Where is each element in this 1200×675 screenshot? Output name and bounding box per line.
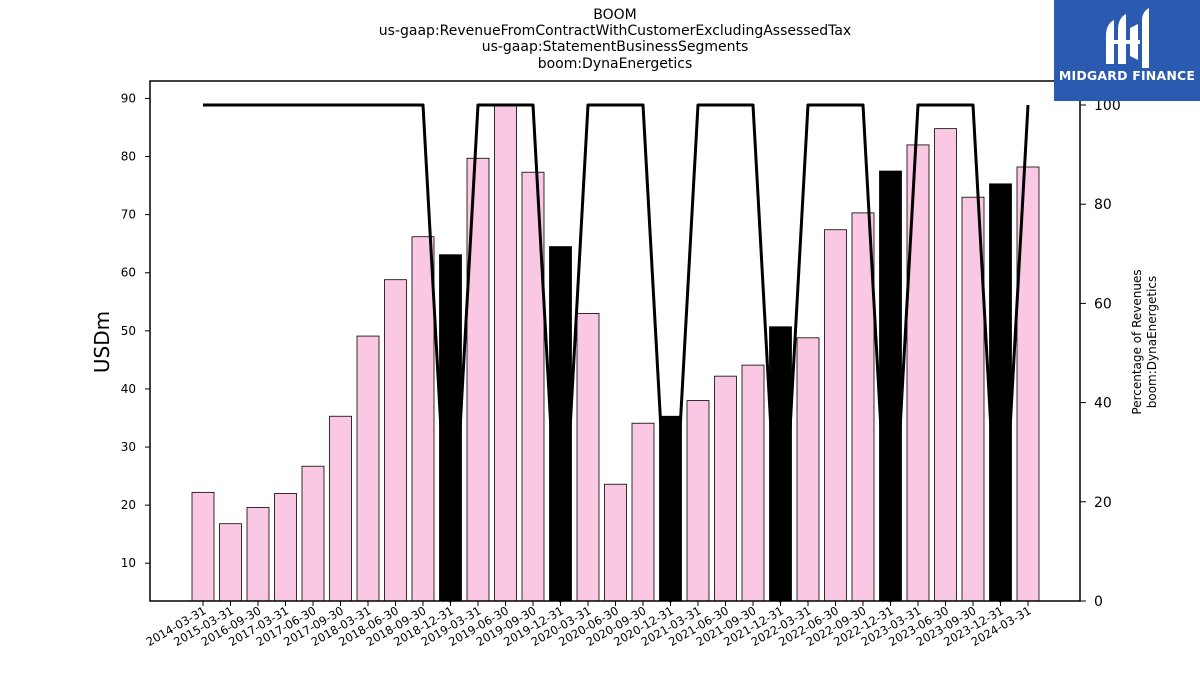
bar: [191, 491, 215, 602]
bar: [494, 105, 517, 602]
bar: [576, 313, 600, 602]
bar: [356, 335, 380, 602]
bar: [686, 400, 710, 602]
bar: [439, 254, 462, 602]
y2-tick-label: 0: [1094, 594, 1103, 610]
bar: [851, 212, 875, 602]
bar: [879, 170, 902, 602]
y-tick-label: 10: [121, 556, 136, 570]
y-tick-label: 80: [121, 150, 136, 164]
chart-title-line-3: us-gaap:StatementBusinessSegments: [481, 39, 749, 55]
y-tick-label: 90: [121, 91, 136, 105]
y2-axis-label-line-2: boom:DynaEnergetics: [1145, 276, 1159, 409]
chart-title-line-1: BOOM: [593, 7, 637, 23]
bar: [741, 364, 765, 602]
bar: [219, 523, 242, 602]
y2-tick-label: 60: [1094, 296, 1112, 312]
x-axis-ticks: 2014-03-312015-03-312016-09-302017-03-31…: [144, 601, 1034, 649]
chart-title-line-4: boom:DynaEnergetics: [537, 56, 693, 72]
y2-axis-label-line-1: Percentage of Revenues: [1130, 269, 1144, 414]
y-axis-label: USDm: [90, 311, 114, 373]
bar-series: [191, 105, 1040, 602]
y-tick-label: 30: [121, 440, 136, 454]
bar: [329, 415, 352, 602]
midgard-logo-icon: [1106, 8, 1149, 68]
y2-tick-label: 80: [1094, 197, 1112, 213]
bar: [549, 246, 572, 602]
bar: [796, 337, 820, 602]
bar: [989, 183, 1012, 602]
midgard-finance-logo: MIDGARD FINANCE: [1054, 0, 1200, 101]
y-tick-label: 40: [121, 382, 136, 396]
y2-tick-label: 20: [1094, 495, 1112, 511]
logo-text: MIDGARD FINANCE: [1058, 68, 1196, 83]
y-tick-label: 20: [121, 498, 136, 512]
bar: [604, 483, 627, 602]
bar: [274, 493, 297, 602]
y-axis-ticks: 10 20 30 40 50 60 70 80 90: [121, 91, 150, 570]
bar: [824, 229, 847, 602]
y2-axis-ticks: 0 20 40 60 80 100: [1080, 98, 1121, 610]
bar: [301, 465, 325, 602]
bar: [411, 236, 435, 602]
bar: [631, 422, 655, 602]
bar: [246, 507, 270, 602]
y2-tick-label: 100: [1094, 98, 1121, 114]
y-tick-label: 60: [121, 266, 136, 280]
y-tick-label: 70: [121, 208, 136, 222]
bar: [906, 144, 930, 602]
bar: [714, 375, 737, 602]
chart-title-line-2: us-gaap:RevenueFromContractWithCustomerE…: [378, 23, 852, 39]
y2-tick-label: 40: [1094, 396, 1112, 412]
y-tick-label: 50: [121, 324, 136, 338]
bar: [934, 128, 957, 602]
bar: [384, 279, 407, 602]
